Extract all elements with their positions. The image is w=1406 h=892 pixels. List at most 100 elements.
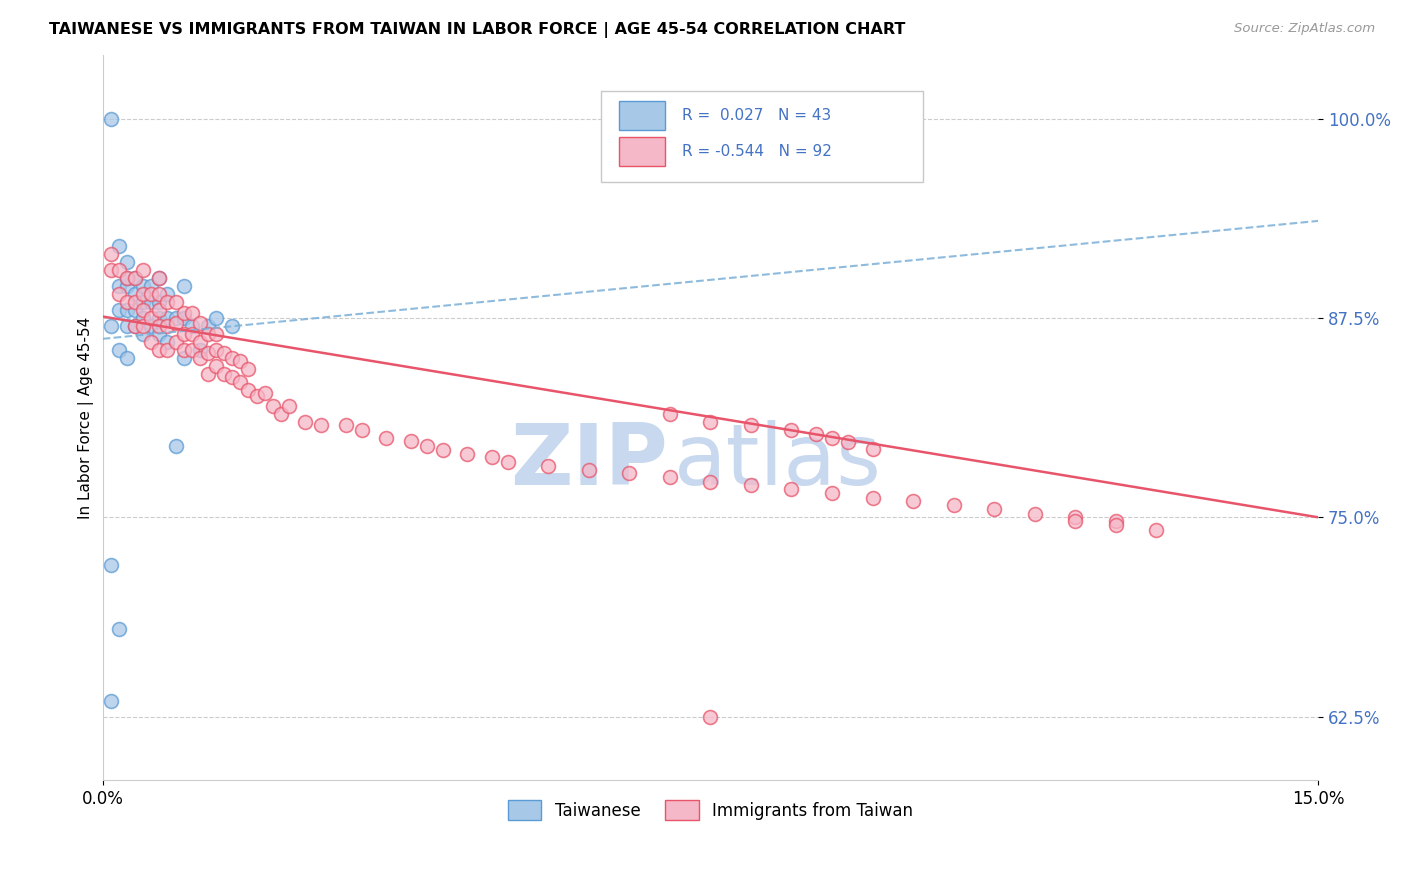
- Point: [141, 279, 163, 293]
- Point: [658, 470, 681, 484]
- Point: [188, 334, 211, 349]
- Point: [141, 295, 163, 310]
- Point: [221, 370, 243, 384]
- Point: [173, 306, 195, 320]
- Point: [132, 287, 155, 301]
- Point: [124, 303, 146, 318]
- Point: [942, 498, 965, 512]
- Point: [115, 255, 138, 269]
- Point: [156, 343, 179, 357]
- Point: [375, 431, 398, 445]
- Point: [148, 319, 170, 334]
- Point: [197, 367, 219, 381]
- FancyBboxPatch shape: [600, 91, 924, 182]
- Point: [578, 462, 600, 476]
- Point: [197, 346, 219, 360]
- Point: [124, 295, 146, 310]
- Point: [699, 475, 721, 490]
- Point: [148, 271, 170, 285]
- Point: [124, 271, 146, 285]
- Point: [108, 263, 131, 277]
- Point: [537, 459, 560, 474]
- Point: [124, 319, 146, 334]
- Point: [432, 443, 454, 458]
- Point: [165, 334, 187, 349]
- Point: [108, 343, 131, 357]
- Point: [699, 415, 721, 429]
- Point: [901, 494, 924, 508]
- Point: [481, 450, 503, 464]
- Point: [862, 491, 884, 506]
- Point: [221, 319, 243, 334]
- Point: [156, 319, 179, 334]
- Point: [100, 558, 122, 573]
- Point: [173, 351, 195, 365]
- Point: [1105, 514, 1128, 528]
- Point: [238, 362, 260, 376]
- Point: [141, 319, 163, 334]
- Point: [197, 319, 219, 334]
- Point: [100, 319, 122, 334]
- Point: [115, 271, 138, 285]
- Point: [180, 343, 202, 357]
- Point: [180, 326, 202, 341]
- Text: R =  0.027   N = 43: R = 0.027 N = 43: [682, 108, 832, 123]
- Point: [399, 434, 422, 448]
- Point: [173, 279, 195, 293]
- Point: [115, 279, 138, 293]
- Point: [115, 319, 138, 334]
- Point: [132, 295, 155, 310]
- Point: [132, 263, 155, 277]
- Point: [416, 439, 439, 453]
- Point: [197, 326, 219, 341]
- FancyBboxPatch shape: [619, 101, 665, 130]
- Point: [108, 287, 131, 301]
- Point: [156, 334, 179, 349]
- Point: [165, 311, 187, 326]
- Point: [821, 431, 844, 445]
- Point: [212, 346, 235, 360]
- Point: [165, 316, 187, 330]
- Point: [804, 427, 827, 442]
- Point: [270, 407, 292, 421]
- Point: [148, 271, 170, 285]
- Point: [165, 295, 187, 310]
- Point: [108, 622, 131, 636]
- Point: [983, 502, 1005, 516]
- Point: [862, 442, 884, 456]
- Point: [124, 319, 146, 334]
- Point: [205, 359, 228, 373]
- Point: [699, 709, 721, 723]
- Point: [1144, 523, 1167, 537]
- Point: [496, 454, 519, 468]
- Point: [294, 415, 316, 429]
- Point: [100, 263, 122, 277]
- Point: [780, 423, 803, 437]
- Point: [205, 326, 228, 341]
- Text: ZIP: ZIP: [510, 420, 668, 503]
- Point: [141, 311, 163, 326]
- Text: TAIWANESE VS IMMIGRANTS FROM TAIWAN IN LABOR FORCE | AGE 45-54 CORRELATION CHART: TAIWANESE VS IMMIGRANTS FROM TAIWAN IN L…: [49, 22, 905, 38]
- Point: [148, 303, 170, 318]
- Point: [188, 343, 211, 357]
- Point: [821, 486, 844, 500]
- Point: [740, 478, 762, 492]
- Point: [456, 446, 478, 460]
- Point: [115, 271, 138, 285]
- Point: [1064, 510, 1087, 524]
- Point: [205, 343, 228, 357]
- Point: [229, 375, 252, 389]
- Point: [188, 316, 211, 330]
- Y-axis label: In Labor Force | Age 45-54: In Labor Force | Age 45-54: [79, 317, 94, 519]
- Point: [148, 343, 170, 357]
- Legend: Taiwanese, Immigrants from Taiwan: Taiwanese, Immigrants from Taiwan: [501, 794, 920, 826]
- Point: [100, 247, 122, 261]
- Point: [180, 319, 202, 334]
- Point: [124, 287, 146, 301]
- Point: [173, 311, 195, 326]
- Point: [108, 239, 131, 253]
- Point: [188, 351, 211, 365]
- Point: [658, 407, 681, 421]
- Point: [148, 295, 170, 310]
- Point: [1064, 514, 1087, 528]
